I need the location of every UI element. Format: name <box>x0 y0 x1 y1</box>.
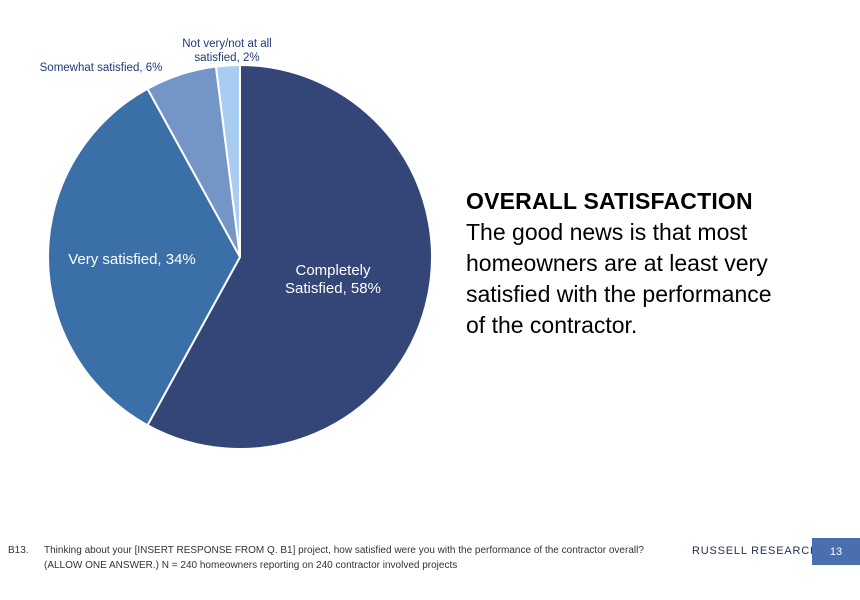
brand-name: RUSSELL RESEARCH <box>692 545 819 557</box>
pie-slice-label-line: Satisfied, 58% <box>285 280 381 297</box>
headline-line: satisfied with the performance <box>466 281 772 307</box>
headline-title: OVERALL SATISFACTION <box>466 188 753 214</box>
headline-line: homeowners are at least very <box>466 250 768 276</box>
pie-slice-label: Somewhat satisfied, 6% <box>40 62 163 74</box>
pie-slice-label: Not very/not at all satisfied, 2% <box>182 38 271 64</box>
pie-slice-label-line: Completely <box>295 262 371 279</box>
headline-line: The good news is that most <box>466 219 748 245</box>
question-text: Thinking about your [INSERT RESPONSE FRO… <box>44 543 664 573</box>
headline-line: of the contractor. <box>466 312 638 338</box>
pie-slice <box>214 63 241 258</box>
satisfaction-pie-chart: Completely Satisfied, 58% Very satisfied, … <box>40 38 433 450</box>
pie-slice-label: Very satisfied, 34% <box>68 251 196 268</box>
page-number: 13 <box>812 538 860 565</box>
pie-slice-label-line: Somewhat satisfied, 6% <box>40 62 163 74</box>
pie-slice-label-line: Not very/not at all <box>182 38 271 50</box>
pie-slice-label-line: satisfied, 2% <box>194 52 259 64</box>
pie-slice <box>46 87 242 427</box>
question-number: B13. <box>8 545 29 556</box>
pie-slice <box>146 63 433 450</box>
headline: OVERALL SATISFACTION The good news is th… <box>466 186 846 341</box>
question-line: (ALLOW ONE ANSWER.) N = 240 homeowners r… <box>44 560 458 571</box>
pie-slice-label: Completely Satisfied, 58% <box>285 262 381 297</box>
question-line: Thinking about your [INSERT RESPONSE FRO… <box>44 545 644 556</box>
pie-slice-label-line: Very satisfied, 34% <box>68 251 196 268</box>
